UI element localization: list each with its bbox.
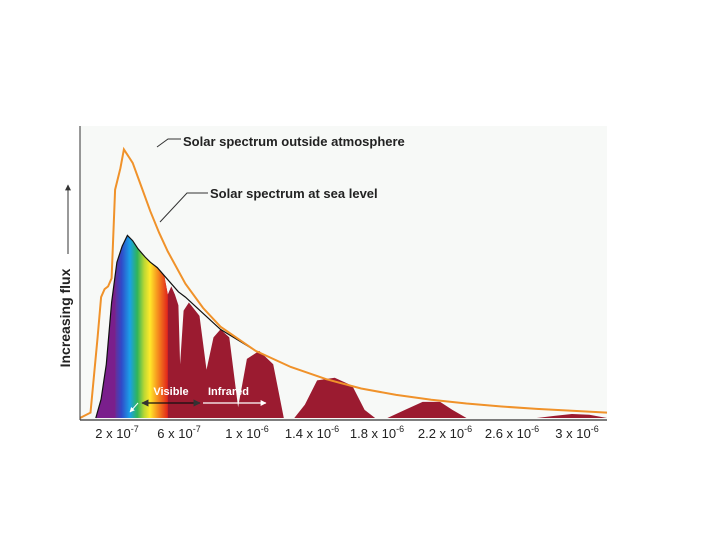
infrared-label: Infrared [208, 386, 249, 398]
x-tick-label-4: 1.8 x 10-6 [350, 424, 404, 441]
annotation-outside-group: Solar spectrum outside atmosphere [156, 134, 405, 149]
annotation-sea-level-leader [159, 192, 208, 223]
annotation-outside-leader [156, 138, 181, 148]
x-tick-label-0: 2 x 10-7 [95, 424, 138, 441]
visible-label: Visible [153, 386, 188, 398]
absorbed-sea-level-area [95, 235, 608, 418]
x-tick-label-2: 1 x 10-6 [225, 424, 268, 441]
x-tick-label-6: 2.6 x 10-6 [485, 424, 539, 441]
visible-band-annotation: Visible [141, 386, 201, 407]
x-tick-label-7: 3 x 10-6 [555, 424, 598, 441]
y-axis-label-group: Increasing flux [57, 184, 73, 367]
uv-range-arrow-icon [129, 402, 139, 413]
annotation-sea-level-label: Solar spectrum at sea level [210, 186, 378, 201]
annotation-outside-label: Solar spectrum outside atmosphere [183, 134, 405, 149]
x-tick-label-5: 2.2 x 10-6 [418, 424, 472, 441]
x-tick-label-1: 6 x 10-7 [157, 424, 200, 441]
outside-atmosphere-series-line [79, 146, 608, 419]
x-tick-label-3: 1.4 x 10-6 [285, 424, 339, 441]
x-tick-labels: 2 x 10-7 6 x 10-7 1 x 10-6 1.4 x 10-6 1.… [95, 424, 598, 441]
y-axis-label: Increasing flux [57, 268, 73, 367]
annotation-sea-level-group: Solar spectrum at sea level [159, 186, 378, 223]
infrared-band-annotation: Infrared [203, 386, 267, 406]
